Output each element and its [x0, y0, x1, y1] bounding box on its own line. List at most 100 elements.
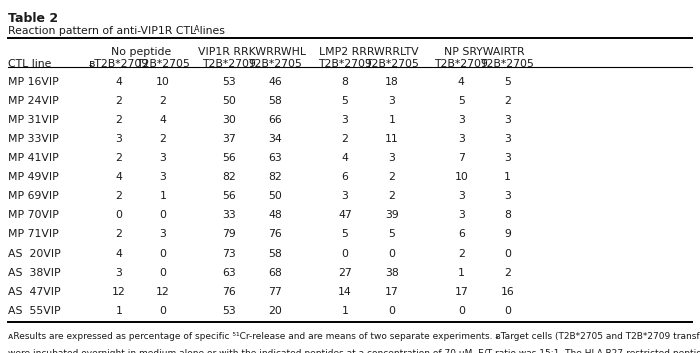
Text: 2: 2	[342, 134, 349, 144]
Text: 4: 4	[116, 249, 122, 258]
Text: 50: 50	[222, 96, 236, 106]
Text: 2: 2	[458, 249, 465, 258]
Text: 63: 63	[222, 268, 236, 277]
Text: 82: 82	[268, 172, 282, 182]
Text: 58: 58	[268, 96, 282, 106]
Text: 0: 0	[504, 249, 511, 258]
Text: ᴀResults are expressed as percentage of specific ⁵¹Cr-release and are means of t: ᴀResults are expressed as percentage of …	[8, 332, 700, 341]
Text: 4: 4	[458, 77, 465, 87]
Text: 33: 33	[222, 210, 236, 220]
Text: 2: 2	[116, 115, 122, 125]
Text: AS  47VIP: AS 47VIP	[8, 287, 61, 297]
Text: 56: 56	[222, 191, 236, 201]
Text: 4: 4	[342, 153, 349, 163]
Text: 4: 4	[116, 172, 122, 182]
Text: 5: 5	[389, 229, 396, 239]
Text: 4: 4	[116, 77, 122, 87]
Text: 2: 2	[504, 268, 511, 277]
Text: 1: 1	[342, 306, 349, 316]
Text: 48: 48	[268, 210, 282, 220]
Text: 8: 8	[342, 77, 349, 87]
Text: 3: 3	[504, 191, 511, 201]
Text: VIP1R RRKWRRWHL: VIP1R RRKWRRWHL	[198, 47, 306, 56]
Text: 50: 50	[268, 191, 282, 201]
Text: CTL line: CTL line	[8, 59, 52, 69]
Text: 1: 1	[116, 306, 122, 316]
Text: 2: 2	[116, 153, 122, 163]
Text: 12: 12	[112, 287, 126, 297]
Text: AS  38VIP: AS 38VIP	[8, 268, 61, 277]
Text: 2: 2	[116, 229, 122, 239]
Text: AS  55VIP: AS 55VIP	[8, 306, 61, 316]
Text: 30: 30	[222, 115, 236, 125]
Text: 1: 1	[458, 268, 465, 277]
Text: 0: 0	[160, 268, 167, 277]
Text: T2B*2705: T2B*2705	[365, 59, 419, 69]
Text: 0: 0	[342, 249, 349, 258]
Text: 79: 79	[222, 229, 236, 239]
Text: 3: 3	[342, 115, 349, 125]
Text: 34: 34	[268, 134, 282, 144]
Text: 3: 3	[116, 268, 122, 277]
Text: 10: 10	[454, 172, 468, 182]
Text: 0: 0	[116, 210, 122, 220]
Text: 37: 37	[222, 134, 236, 144]
Text: A: A	[194, 25, 199, 34]
Text: 3: 3	[504, 153, 511, 163]
Text: 7: 7	[458, 153, 465, 163]
Text: 53: 53	[222, 306, 236, 316]
Text: 2: 2	[389, 191, 396, 201]
Text: 0: 0	[504, 306, 511, 316]
Text: 2: 2	[160, 134, 167, 144]
Text: T2B*2705: T2B*2705	[248, 59, 302, 69]
Text: 3: 3	[160, 172, 167, 182]
Text: 68: 68	[268, 268, 282, 277]
Text: 0: 0	[389, 306, 396, 316]
Text: 63: 63	[268, 153, 282, 163]
Text: 5: 5	[342, 96, 349, 106]
Text: 2: 2	[116, 191, 122, 201]
Text: 0: 0	[458, 306, 465, 316]
Text: 0: 0	[160, 210, 167, 220]
Text: AS  20VIP: AS 20VIP	[8, 249, 61, 258]
Text: 3: 3	[160, 229, 167, 239]
Text: 73: 73	[222, 249, 236, 258]
Text: No peptide: No peptide	[111, 47, 172, 56]
Text: MP 49VIP: MP 49VIP	[8, 172, 59, 182]
Text: 3: 3	[389, 96, 396, 106]
Text: 12: 12	[156, 287, 170, 297]
Text: ᴃT2B*2709: ᴃT2B*2709	[89, 59, 149, 69]
Text: T2B*2705: T2B*2705	[136, 59, 190, 69]
Text: 20: 20	[268, 306, 282, 316]
Text: T2B*2709: T2B*2709	[202, 59, 256, 69]
Text: MP 69VIP: MP 69VIP	[8, 191, 59, 201]
Text: 2: 2	[504, 96, 511, 106]
Text: 1: 1	[389, 115, 396, 125]
Text: MP 41VIP: MP 41VIP	[8, 153, 59, 163]
Text: MP 31VIP: MP 31VIP	[8, 115, 59, 125]
Text: 3: 3	[458, 115, 465, 125]
Text: 56: 56	[222, 153, 236, 163]
Text: 3: 3	[116, 134, 122, 144]
Text: 0: 0	[160, 306, 167, 316]
Text: 1: 1	[160, 191, 167, 201]
Text: 3: 3	[458, 191, 465, 201]
Text: T2B*2705: T2B*2705	[481, 59, 534, 69]
Text: 1: 1	[504, 172, 511, 182]
Text: 66: 66	[268, 115, 282, 125]
Text: 46: 46	[268, 77, 282, 87]
Text: 27: 27	[338, 268, 352, 277]
Text: 5: 5	[342, 229, 349, 239]
Text: 0: 0	[160, 249, 167, 258]
Text: 58: 58	[268, 249, 282, 258]
Text: 76: 76	[268, 229, 282, 239]
Text: 6: 6	[458, 229, 465, 239]
Text: 8: 8	[504, 210, 511, 220]
Text: NP SRYWAIRTR: NP SRYWAIRTR	[444, 47, 525, 56]
Text: 17: 17	[454, 287, 468, 297]
Text: 5: 5	[458, 96, 465, 106]
Text: 17: 17	[385, 287, 399, 297]
Text: 76: 76	[222, 287, 236, 297]
Text: 3: 3	[458, 134, 465, 144]
Text: Reaction pattern of anti-VIP1R CTL lines: Reaction pattern of anti-VIP1R CTL lines	[8, 26, 225, 36]
